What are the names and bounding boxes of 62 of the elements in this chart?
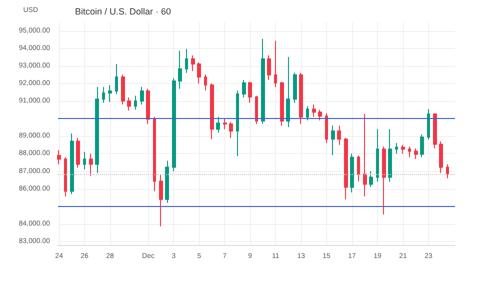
candlestick: [134, 95, 137, 110]
candlestick: [102, 86, 105, 104]
candlestick: [165, 160, 169, 204]
candlestick: [57, 150, 61, 165]
candlestick: [140, 86, 144, 106]
candlestick: [83, 151, 86, 170]
candlestick: [108, 84, 112, 102]
candlestick: [191, 54, 195, 72]
candlestick: [299, 72, 303, 124]
candlestick: [414, 148, 418, 160]
candlestick: [261, 38, 265, 124]
candlestick: [197, 62, 201, 84]
candlestick: [185, 48, 188, 74]
candlestick: [255, 95, 258, 125]
candlestick: [427, 108, 430, 140]
candlestick: [229, 122, 233, 138]
candlestick: [70, 133, 74, 195]
candlestick: [248, 81, 252, 104]
candlestick: [216, 116, 220, 134]
candlestick: [178, 50, 182, 90]
candlestick: [369, 170, 373, 188]
candlestick: [446, 164, 449, 179]
candlestick: [146, 88, 150, 124]
candlestick: [408, 146, 411, 158]
candlestick: [64, 156, 67, 197]
candlestick: [306, 106, 309, 121]
candlestick: [127, 97, 131, 112]
candlestick: [76, 137, 80, 168]
candlestick: [89, 153, 93, 177]
candlestick: [236, 90, 239, 157]
candlestick: [312, 104, 316, 118]
candlestick: [267, 54, 271, 80]
candlestick: [318, 109, 322, 121]
candlestick: [115, 63, 118, 94]
candlestick: [159, 174, 163, 227]
candlestick: [210, 82, 214, 140]
candlestick: [204, 74, 207, 91]
candlestick: [274, 40, 277, 88]
candlestick: [331, 125, 335, 156]
candlestick: [344, 137, 348, 200]
candlestick: [350, 153, 354, 193]
candlestick: [293, 72, 297, 104]
candlestick: [337, 125, 341, 146]
candlestick: [439, 140, 443, 174]
candlestick: [242, 79, 246, 98]
candlestick: [420, 134, 424, 158]
candlestick: [376, 128, 379, 182]
candlestick: [395, 142, 398, 154]
candlestick: [95, 86, 99, 174]
candlestick: [153, 116, 156, 192]
candlestick: [325, 112, 328, 144]
candlestick: [357, 154, 360, 182]
candlestick: [121, 74, 125, 106]
candlestick: [280, 81, 284, 126]
chart-title: Bitcoin / U.S. Dollar · 60: [75, 6, 172, 16]
candlestick: [286, 56, 290, 128]
candlestick: [223, 118, 227, 130]
candlestick: [382, 146, 386, 215]
candlestick: [388, 128, 392, 182]
candlestick: [363, 114, 367, 197]
candlestick: [433, 112, 437, 149]
candlestick: [401, 144, 405, 154]
